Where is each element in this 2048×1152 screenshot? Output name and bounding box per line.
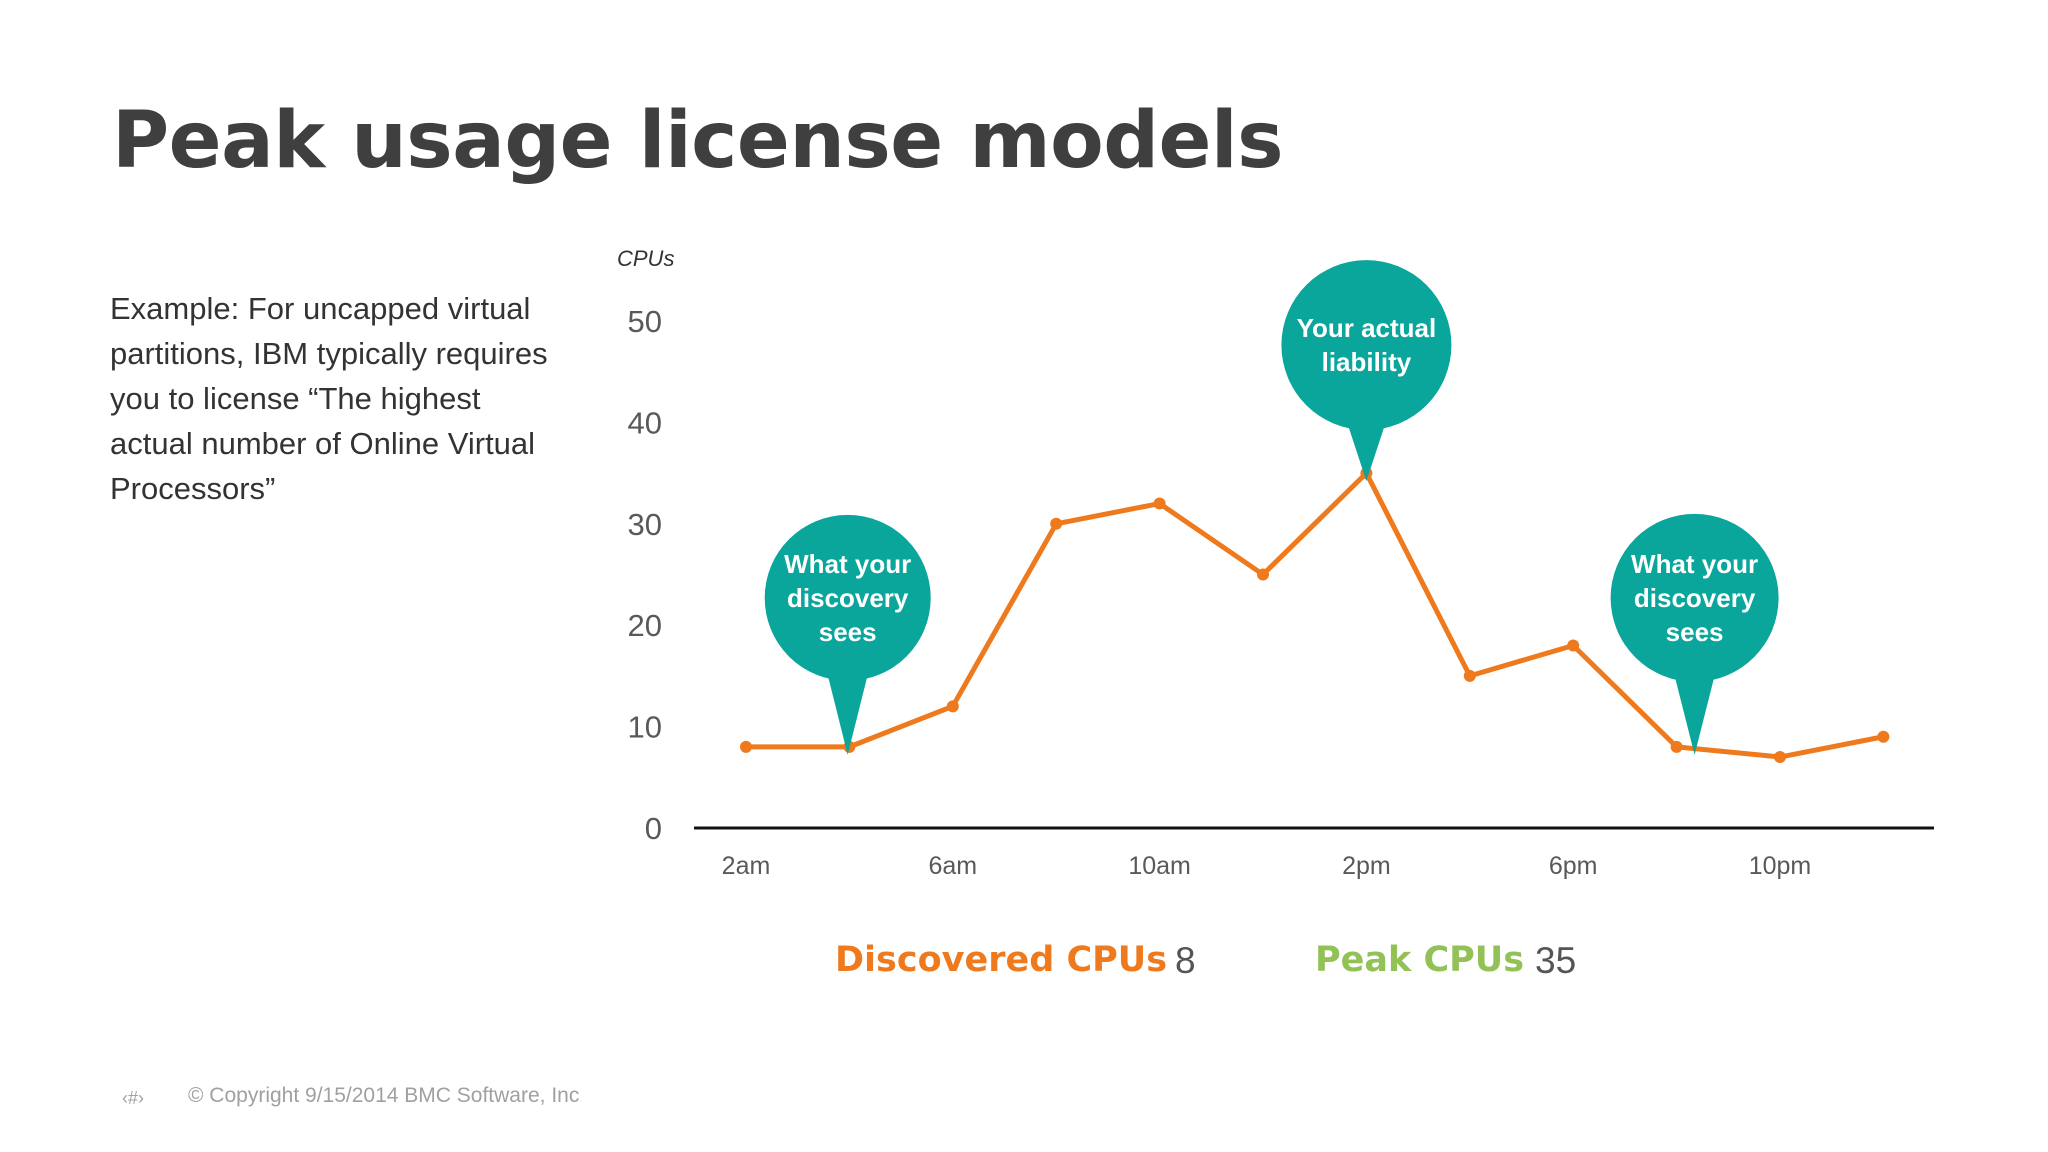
x-tick-label: 6pm xyxy=(1549,852,1598,880)
x-tick-label: 10am xyxy=(1128,852,1191,880)
slide-number: ‹#› xyxy=(122,1088,144,1108)
data-point xyxy=(1463,669,1476,682)
callout-pointer xyxy=(1670,659,1719,755)
callout-bubble: Your actual liability xyxy=(1281,260,1452,482)
discovered-cpus-value: 8 xyxy=(1175,940,1196,981)
y-axis-label: CPUs xyxy=(617,246,674,271)
y-tick-label: 30 xyxy=(628,507,662,542)
data-point xyxy=(740,740,752,753)
callout-text: What your discovery sees xyxy=(1631,549,1758,647)
y-tick-label: 50 xyxy=(628,304,662,339)
data-point xyxy=(1257,568,1269,581)
data-point xyxy=(1050,517,1063,530)
callout-bubble: What your discovery sees xyxy=(764,514,931,755)
x-tick-label: 2pm xyxy=(1342,852,1391,880)
data-point xyxy=(946,700,959,713)
discovered-cpus-label: Discovered CPUs xyxy=(835,940,1168,980)
y-tick-label: 10 xyxy=(628,710,662,745)
data-point xyxy=(1153,497,1166,510)
y-tick-label: 40 xyxy=(628,405,662,440)
data-point xyxy=(1774,751,1786,764)
y-tick-label: 20 xyxy=(628,608,662,643)
callout-pointer xyxy=(823,658,872,755)
slide-title: Peak usage license models xyxy=(112,96,1284,186)
data-point xyxy=(1670,740,1683,753)
callout-circle xyxy=(1610,513,1779,682)
data-point xyxy=(1567,639,1580,652)
body-text: Example: For uncapped virtual partitions… xyxy=(110,291,548,506)
peak-cpus-value: 35 xyxy=(1535,940,1577,981)
y-tick-label: 0 xyxy=(645,811,662,846)
data-point xyxy=(1877,730,1890,743)
callout-circle xyxy=(1281,260,1452,431)
x-tick-label: 2am xyxy=(722,852,771,880)
peak-cpus-label: Peak CPUs xyxy=(1315,940,1525,980)
callout-circle xyxy=(764,514,931,681)
callout-text: What your discovery sees xyxy=(784,549,911,647)
x-tick-label: 6am xyxy=(928,852,977,880)
callout-bubble: What your discovery sees xyxy=(1610,513,1779,755)
callout-text: Your actual liability xyxy=(1297,313,1437,377)
copyright-text: © Copyright 9/15/2014 BMC Software, Inc xyxy=(188,1084,580,1107)
x-tick-label: 10pm xyxy=(1749,852,1812,880)
